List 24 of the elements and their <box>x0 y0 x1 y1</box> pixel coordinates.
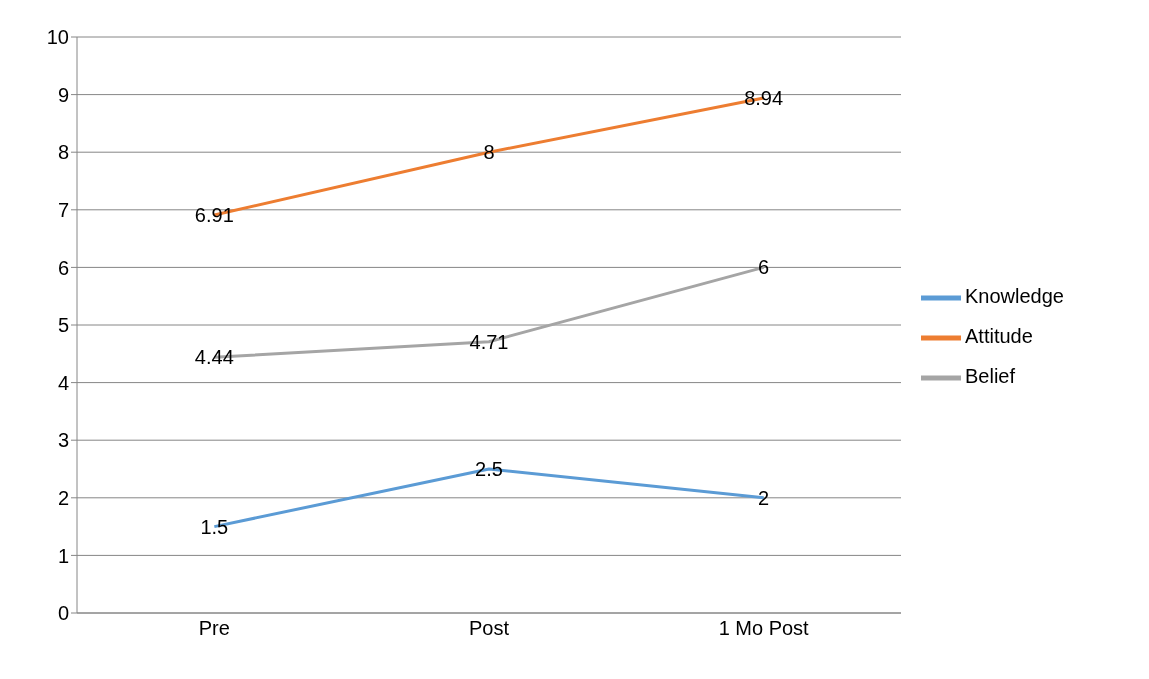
y-tick-label: 10 <box>46 26 69 49</box>
y-tick-label: 8 <box>57 141 69 164</box>
y-tick-label: 3 <box>57 429 69 452</box>
y-tick-label: 2 <box>57 486 69 509</box>
data-label: 4.44 <box>194 346 234 369</box>
data-label: 8.94 <box>744 87 784 110</box>
y-tick-label: 5 <box>57 314 69 337</box>
data-label: 1.5 <box>200 515 229 538</box>
legend-label: Attitude <box>965 325 1033 348</box>
legend-label: Belief <box>965 365 1016 388</box>
y-tick-label: 7 <box>57 198 69 221</box>
data-label: 6 <box>758 256 770 279</box>
x-tick-label: 1 Mo Post <box>718 617 810 640</box>
data-label: 6.91 <box>194 203 234 226</box>
y-tick-label: 0 <box>57 602 69 625</box>
y-tick-label: 1 <box>57 544 69 567</box>
y-tick-label: 6 <box>57 256 69 279</box>
data-label: 4.71 <box>469 330 509 353</box>
legend-label: Knowledge <box>965 285 1064 308</box>
y-tick-label: 4 <box>57 371 69 394</box>
x-tick-label: Pre <box>198 617 230 640</box>
y-tick-label: 9 <box>57 83 69 106</box>
x-tick-label: Post <box>468 617 510 640</box>
data-label: 2 <box>758 486 770 509</box>
